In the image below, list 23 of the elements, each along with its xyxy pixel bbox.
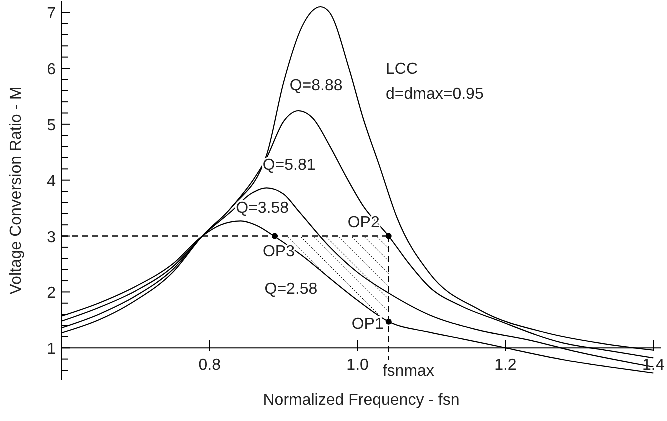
y-tick-label: 6 bbox=[47, 62, 56, 79]
y-tick-label: 5 bbox=[47, 117, 56, 134]
annotation: Q=5.81 bbox=[262, 156, 316, 174]
y-axis-title: Voltage Conversion Ratio - M bbox=[8, 86, 25, 295]
x-tick-label: 1.4 bbox=[642, 357, 665, 374]
y-tick-label: 2 bbox=[47, 285, 56, 302]
x-axis-title: Normalized Frequency - fsn bbox=[263, 392, 460, 409]
annotation: d=dmax=0.95 bbox=[386, 86, 484, 103]
x-tick-label: 0.8 bbox=[198, 357, 222, 374]
x-tick-label: 1.0 bbox=[346, 357, 370, 374]
x-tick-label: 1.2 bbox=[494, 357, 517, 374]
y-tick-label: 3 bbox=[47, 229, 56, 246]
y-tick-label: 7 bbox=[47, 6, 56, 23]
y-tick-label: 1 bbox=[47, 341, 56, 358]
annotation: OP2 bbox=[348, 214, 380, 232]
annotation: Q=2.58 bbox=[264, 281, 318, 298]
annotation: LCC bbox=[386, 61, 418, 78]
annotation: OP3 bbox=[262, 243, 296, 260]
ref-line-label: fsnmax bbox=[382, 363, 434, 380]
y-tick-label: 4 bbox=[47, 173, 56, 190]
annotation: Q=3.58 bbox=[236, 200, 290, 218]
annotation: Q=8.88 bbox=[290, 77, 343, 94]
annotation: OP1 bbox=[352, 316, 384, 333]
